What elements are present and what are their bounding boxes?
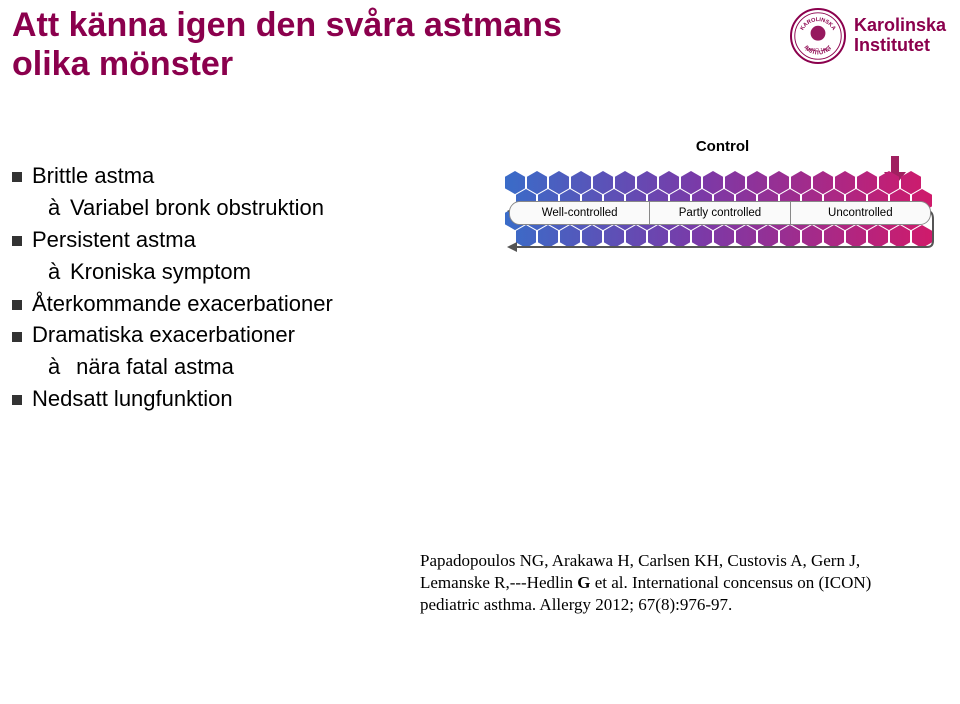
list-subitem: àKroniska symptom — [12, 256, 452, 288]
seal-icon: KAROLINSKA INSTITUTET ANNO 1810 — [790, 8, 846, 64]
bullet-text: Nedsatt lungfunktion — [32, 386, 233, 411]
page-title: Att känna igen den svåra astmans olika m… — [12, 6, 562, 84]
segment-partly: Partly controlled — [650, 202, 790, 224]
list-subitem: àVariabel bronk obstruktion — [12, 192, 452, 224]
control-figure: Control — [505, 138, 940, 261]
citation-line3: pediatric asthma. Allergy 2012; 67(8):97… — [420, 595, 732, 614]
bullet-list: Brittle astma àVariabel bronk obstruktio… — [12, 160, 452, 415]
list-item: Nedsatt lungfunktion — [12, 383, 452, 415]
segment-uncontrolled: Uncontrolled — [791, 202, 930, 224]
citation: Papadopoulos NG, Arakawa H, Carlsen KH, … — [420, 550, 940, 616]
bullet-text: Persistent astma — [32, 227, 196, 252]
hex-row: Well-controlled Partly controlled Uncont… — [505, 161, 935, 261]
arrow-glyph: à — [48, 192, 70, 224]
arrow-glyph: à — [48, 351, 70, 383]
list-item: Dramatiska exacerbationer — [12, 319, 452, 351]
list-item: Återkommande exacerbationer — [12, 288, 452, 320]
logo-line1: Karolinska — [854, 15, 946, 35]
title-line2: olika mönster — [12, 45, 233, 83]
bullet-text: Brittle astma — [32, 163, 154, 188]
bullet-text: Dramatiska exacerbationer — [32, 322, 295, 347]
citation-line2a: Lemanske R,---Hedlin — [420, 573, 577, 592]
logo-text: Karolinska Institutet — [854, 16, 946, 56]
sub-text: Variabel bronk obstruktion — [70, 195, 324, 220]
svg-text:ANNO 1810: ANNO 1810 — [805, 47, 830, 52]
segment-well: Well-controlled — [510, 202, 650, 224]
logo-line2: Institutet — [854, 35, 930, 55]
control-label: Control — [505, 138, 940, 155]
list-item: Persistent astma — [12, 224, 452, 256]
karolinska-logo: KAROLINSKA INSTITUTET ANNO 1810 Karolins… — [790, 8, 946, 64]
sub-text: Kroniska symptom — [70, 259, 251, 284]
bullet-text: Återkommande exacerbationer — [32, 291, 333, 316]
title-line1: Att känna igen den svåra astmans — [12, 6, 562, 44]
list-subitem: à nära fatal astma — [12, 351, 452, 383]
list-item: Brittle astma — [12, 160, 452, 192]
control-segments: Well-controlled Partly controlled Uncont… — [509, 201, 931, 225]
arrow-glyph: à — [48, 256, 70, 288]
sub-text: nära fatal astma — [70, 354, 234, 379]
citation-line2b: et al. International concensus on (ICON) — [590, 573, 871, 592]
citation-line1: Papadopoulos NG, Arakawa H, Carlsen KH, … — [420, 551, 860, 570]
citation-bold: G — [577, 573, 590, 592]
